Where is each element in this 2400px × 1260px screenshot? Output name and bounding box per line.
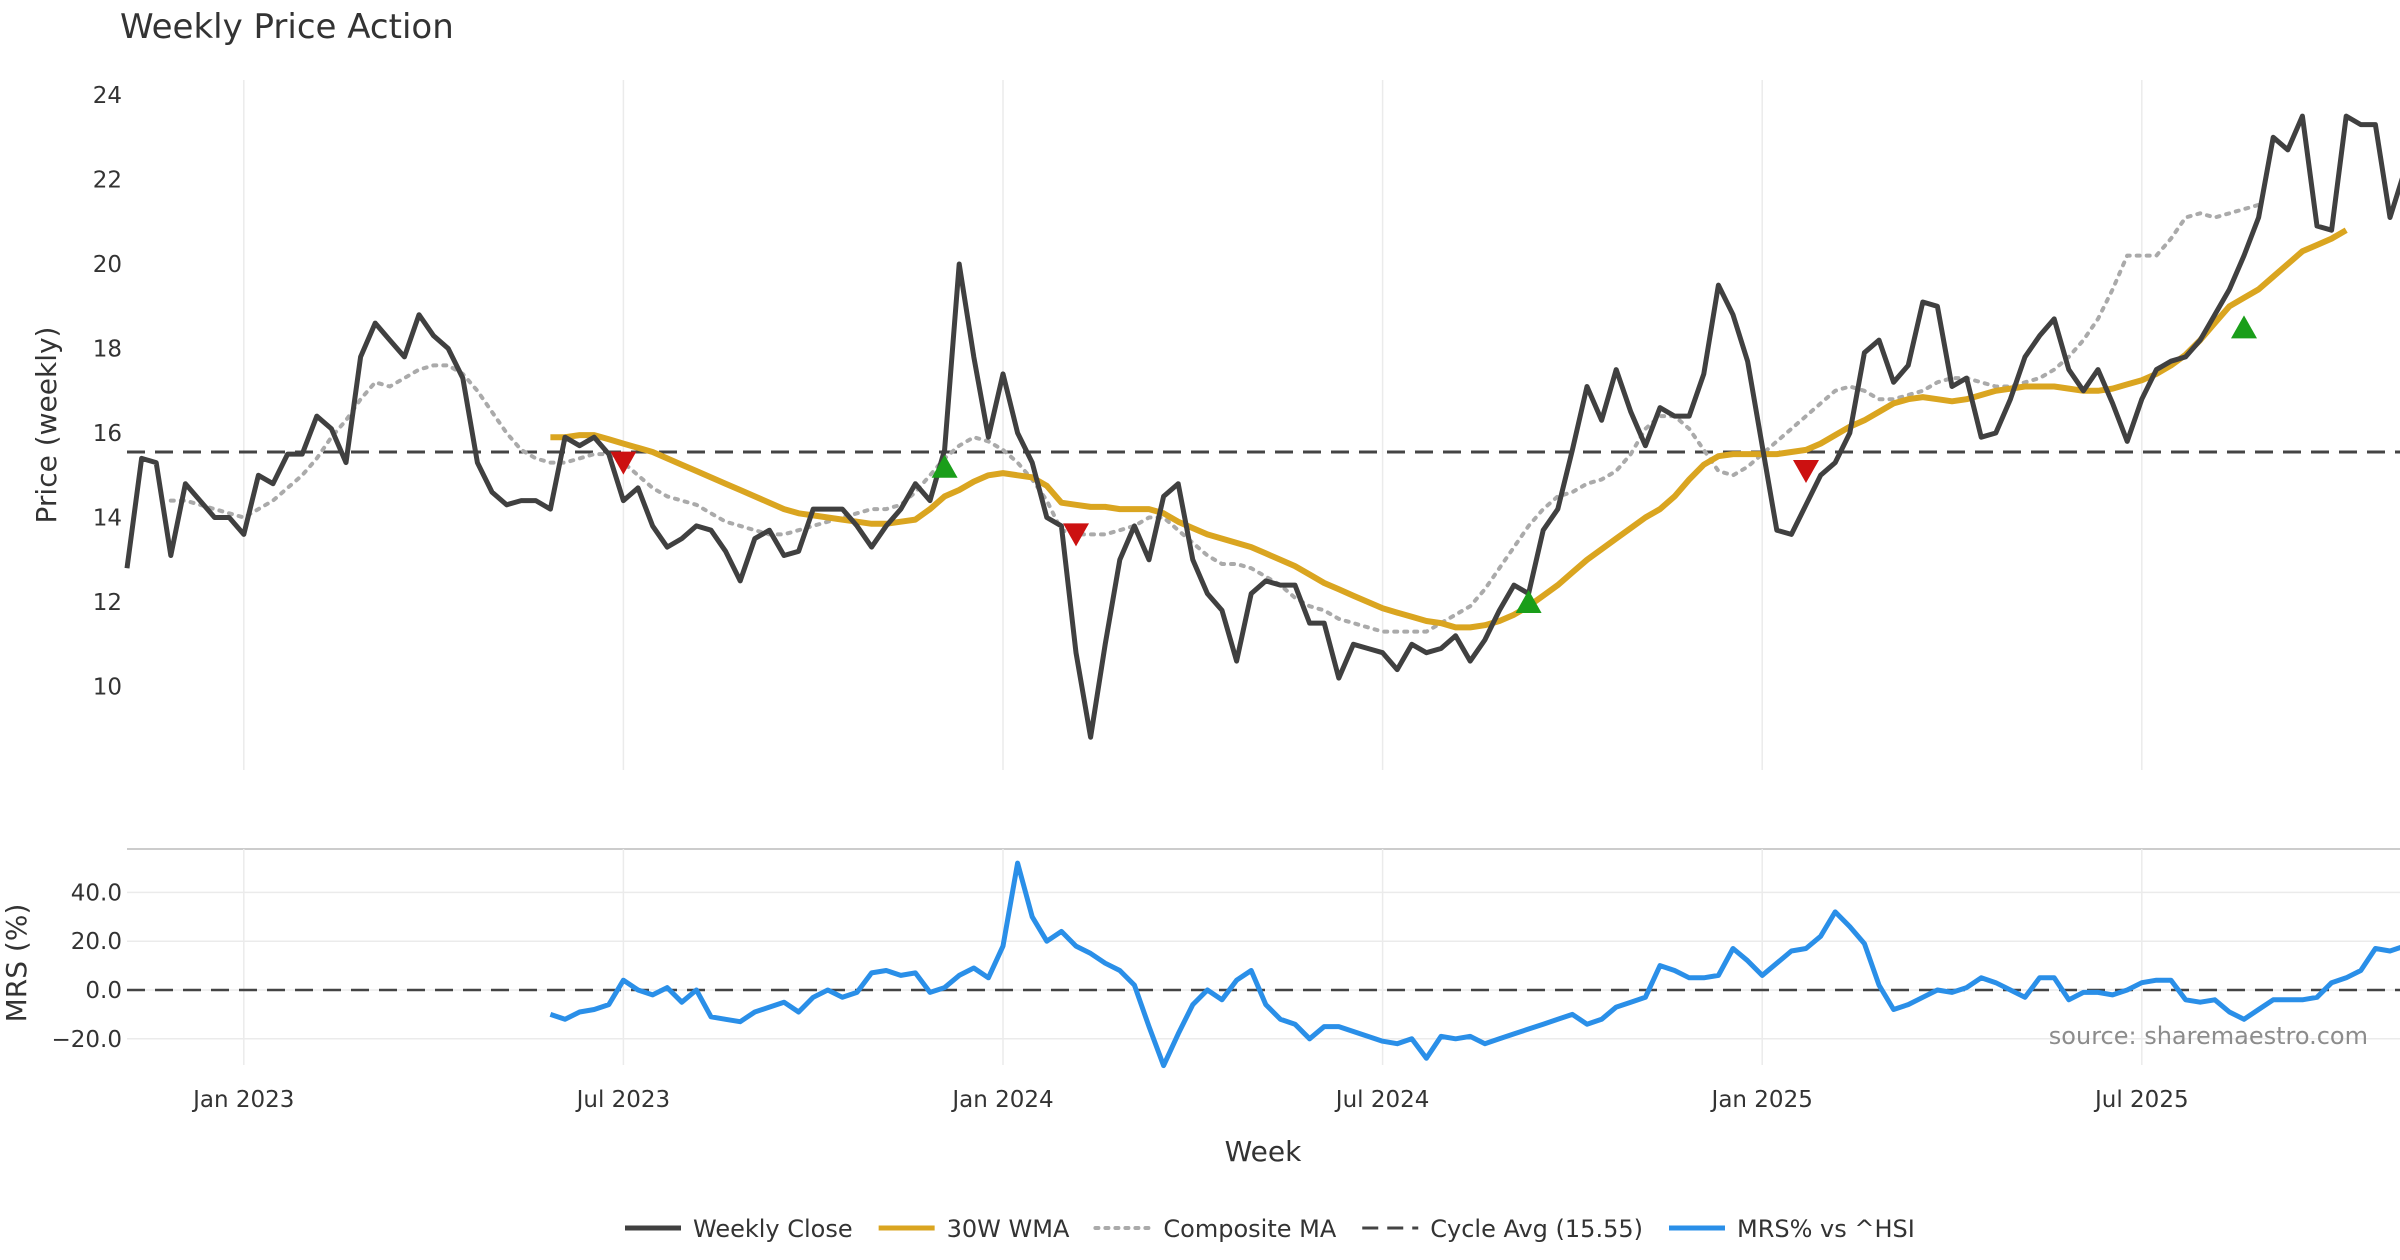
price-y-tick-label: 12 [93,590,122,616]
signal-markers [610,315,2257,613]
x-tick-label: Jul 2024 [1334,1087,1430,1113]
sell-signal-marker [1063,523,1089,547]
x-tick-label: Jan 2025 [1710,1087,1813,1113]
price-panel: 10 12 14 16 18 20 22 24 Price (weekly) [30,80,2400,770]
x-tick-label: Jul 2023 [575,1087,671,1113]
price-gridlines [243,80,2143,770]
composite-ma-line [168,202,2261,634]
price-y-tick-label: 18 [93,337,122,363]
mrs-y-tick-label: 20.0 [71,929,122,955]
legend-label-cycle: Cycle Avg (15.55) [1430,1215,1643,1243]
mrs-line [549,860,2400,1069]
price-y-ticks: 10 12 14 16 18 20 22 24 [93,83,122,701]
legend: Weekly Close 30W WMA Composite MA Cycle Avg… [625,1215,1915,1243]
x-axis-ticks: Jan 2023 Jul 2023 Jan 2024 Jul 2024 Jan 2025… [191,1087,2188,1113]
mrs-y-tick-label: −20.0 [52,1027,122,1053]
source-note: source: sharemaestro.com [2049,1022,2368,1050]
price-y-tick-label: 16 [93,421,122,447]
price-y-tick-label: 22 [93,168,122,194]
buy-signal-marker [931,454,958,478]
legend-label-close: Weekly Close [693,1215,853,1243]
price-y-tick-label: 14 [93,506,122,532]
price-y-tick-label: 20 [93,252,122,278]
x-tick-label: Jan 2023 [191,1087,294,1113]
chart-title: Weekly Price Action [120,7,454,47]
price-y-tick-label: 10 [93,675,122,701]
mrs-y-axis-label: MRS (%) [0,904,33,1023]
legend-label-mrs: MRS% vs ^HSI [1737,1215,1915,1243]
price-y-axis-label: Price (weekly) [30,327,63,524]
x-axis-label: Week [1225,1135,1302,1168]
x-tick-label: Jul 2025 [2093,1087,2189,1113]
buy-signal-marker [2231,315,2257,339]
legend-label-wma: 30W WMA [947,1215,1070,1243]
legend-label-comp: Composite MA [1163,1215,1336,1243]
sell-signal-marker [1793,460,1819,484]
mrs-panel: 40.0 20.0 0.0 −20.0 MRS (%) source: sharema… [0,848,2400,1069]
price-y-tick-label: 24 [93,83,122,109]
wma-30w-line [550,227,2348,631]
mrs-y-ticks: 40.0 20.0 0.0 −20.0 [52,880,122,1052]
sell-signal-marker [610,451,637,475]
x-tick-label: Jan 2024 [950,1087,1053,1113]
mrs-y-tick-label: 40.0 [71,880,122,906]
mrs-y-tick-label: 0.0 [85,978,122,1004]
buy-signal-marker [1515,590,1542,613]
weekly-close-line [124,113,2400,740]
